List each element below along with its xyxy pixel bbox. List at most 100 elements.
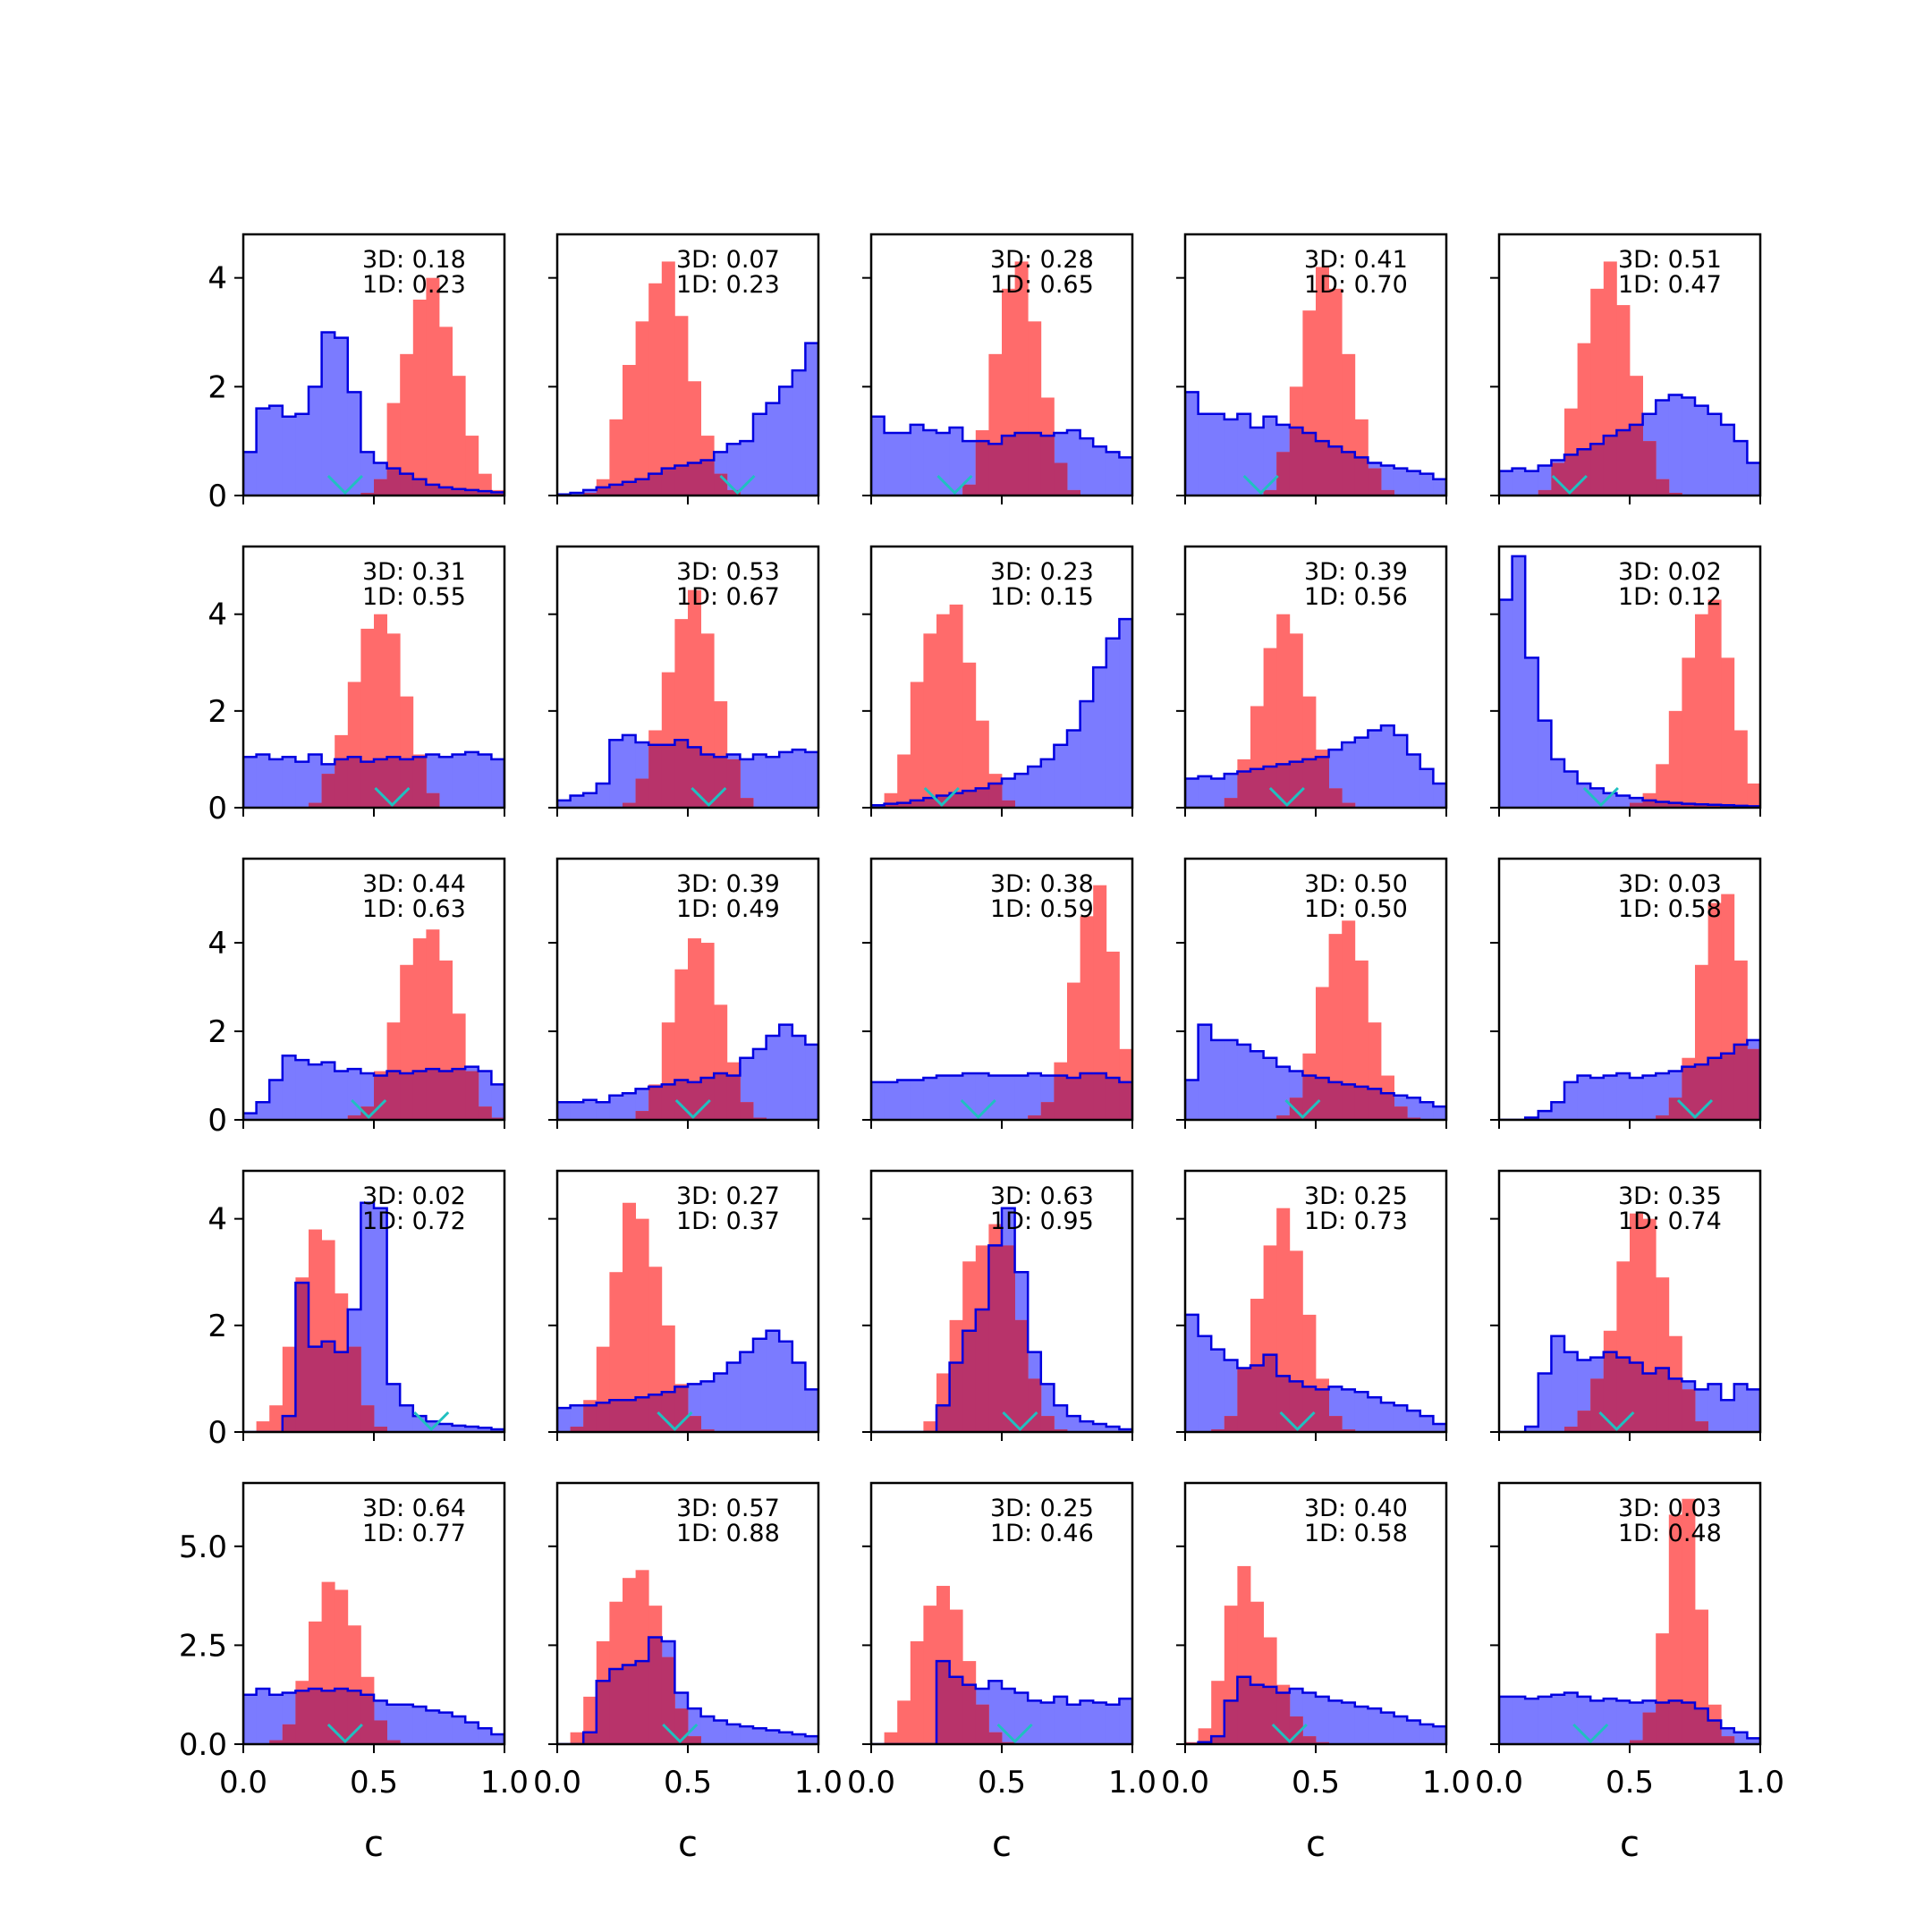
overlap-bar xyxy=(491,492,504,496)
red-bar xyxy=(426,277,440,496)
overlap-bar xyxy=(635,1661,649,1744)
blue-bar xyxy=(779,1024,793,1120)
annotation-line: 1D: 0.95 xyxy=(990,1208,1094,1235)
overlap-bar xyxy=(360,492,375,496)
overlap-bar xyxy=(661,744,675,808)
blue-step-outline xyxy=(871,415,1132,496)
overlap-bar xyxy=(1682,1389,1696,1432)
bars xyxy=(243,614,504,808)
x-tick-label: 0.5 xyxy=(1292,1765,1340,1801)
red-bar xyxy=(1747,783,1760,808)
blue-bar xyxy=(753,754,767,808)
overlap-bar xyxy=(1276,1376,1291,1432)
blue-bar xyxy=(1551,758,1565,808)
blue-bar xyxy=(269,1694,284,1744)
red-bar xyxy=(465,436,479,496)
overlap-bar xyxy=(1656,479,1670,496)
blue-bar xyxy=(1433,1726,1446,1744)
overlap-bar xyxy=(661,1084,675,1120)
blue-bar xyxy=(1354,737,1368,808)
blue-bar xyxy=(557,800,571,808)
blue-bar xyxy=(1747,462,1760,496)
overlap-bar xyxy=(975,1704,989,1744)
blue-bar xyxy=(360,1202,375,1432)
marker-icon xyxy=(1002,1411,1038,1432)
red-bar xyxy=(570,1732,584,1744)
blue-bar xyxy=(360,452,375,496)
overlap-bar xyxy=(386,1071,401,1120)
red-bar xyxy=(700,943,715,1120)
blue-bar xyxy=(1198,1024,1212,1120)
red-bar xyxy=(439,326,453,496)
overlap-bar xyxy=(688,1736,701,1744)
overlap-bar xyxy=(1119,1081,1132,1120)
blue-bar xyxy=(1695,405,1708,496)
overlap-bar xyxy=(988,783,1003,808)
blue-bar xyxy=(1564,1352,1578,1432)
overlap-bar xyxy=(1302,1736,1317,1744)
overlap-bar xyxy=(1316,757,1329,808)
blue-bar xyxy=(1394,468,1408,496)
overlap-bar xyxy=(1342,452,1356,496)
annotation-line: 3D: 0.03 xyxy=(1618,870,1722,898)
overlap-bar xyxy=(1224,798,1238,808)
y-tick-label: 2 xyxy=(208,694,227,730)
blue-bar xyxy=(1224,1360,1238,1432)
overlap-bar xyxy=(374,758,387,808)
red-bar xyxy=(949,604,963,808)
annotation-line: 3D: 0.18 xyxy=(362,246,466,274)
overlap-bar xyxy=(648,1086,663,1120)
blue-step-outline xyxy=(1185,1023,1446,1120)
blue-bar xyxy=(1656,400,1670,496)
blue-bar xyxy=(1564,1692,1578,1744)
overlap-bar xyxy=(688,1416,701,1432)
blue-bar xyxy=(1630,1077,1643,1120)
red-bar xyxy=(648,283,663,496)
blue-bar xyxy=(988,1075,1003,1120)
bars xyxy=(243,1201,504,1432)
overlap-bar xyxy=(1668,1700,1682,1744)
blue-bar xyxy=(1551,1694,1565,1744)
blue-bar xyxy=(491,1733,504,1744)
blue-bar xyxy=(243,452,257,496)
blue-bar xyxy=(1603,792,1617,808)
blue-bar xyxy=(557,1102,571,1120)
overlap-bar xyxy=(426,484,440,496)
x-tick-label: 1.0 xyxy=(1736,1765,1784,1801)
blue-step-outline xyxy=(243,1687,504,1744)
blue-bar xyxy=(726,1724,741,1744)
overlap-bar xyxy=(400,1073,414,1120)
overlap-bar xyxy=(269,1740,284,1744)
blue-bar xyxy=(766,1330,780,1432)
overlap-bar xyxy=(321,1341,335,1432)
overlap-bar xyxy=(962,484,977,496)
overlap-bar xyxy=(412,757,427,808)
blue-bar xyxy=(1211,778,1225,808)
annotation-line: 1D: 0.37 xyxy=(676,1208,780,1235)
blue-bar xyxy=(726,1362,741,1432)
overlap-bar xyxy=(661,1657,675,1744)
overlap-bar xyxy=(661,1392,675,1432)
annotation-line: 1D: 0.47 xyxy=(1618,271,1722,299)
overlap-bar xyxy=(360,761,375,808)
y-tick-label: 0 xyxy=(208,479,227,514)
blue-bar xyxy=(1106,452,1120,496)
overlap-bar xyxy=(923,798,937,808)
annotation-line: 1D: 0.72 xyxy=(362,1208,466,1235)
overlap-bar xyxy=(1656,1368,1670,1432)
overlap-bar xyxy=(1080,1073,1094,1120)
annotation-line: 1D: 0.49 xyxy=(676,895,780,923)
annotation-line: 3D: 0.40 xyxy=(1304,1495,1408,1522)
overlap-bar xyxy=(1014,1319,1029,1432)
blue-bar xyxy=(949,427,963,496)
overlap-bar xyxy=(1394,1106,1408,1120)
overlap-bar xyxy=(648,1637,663,1744)
marker-icon xyxy=(374,786,411,808)
bars xyxy=(1499,894,1760,1120)
marker-icon xyxy=(413,1411,450,1432)
overlap-bar xyxy=(623,1400,636,1432)
